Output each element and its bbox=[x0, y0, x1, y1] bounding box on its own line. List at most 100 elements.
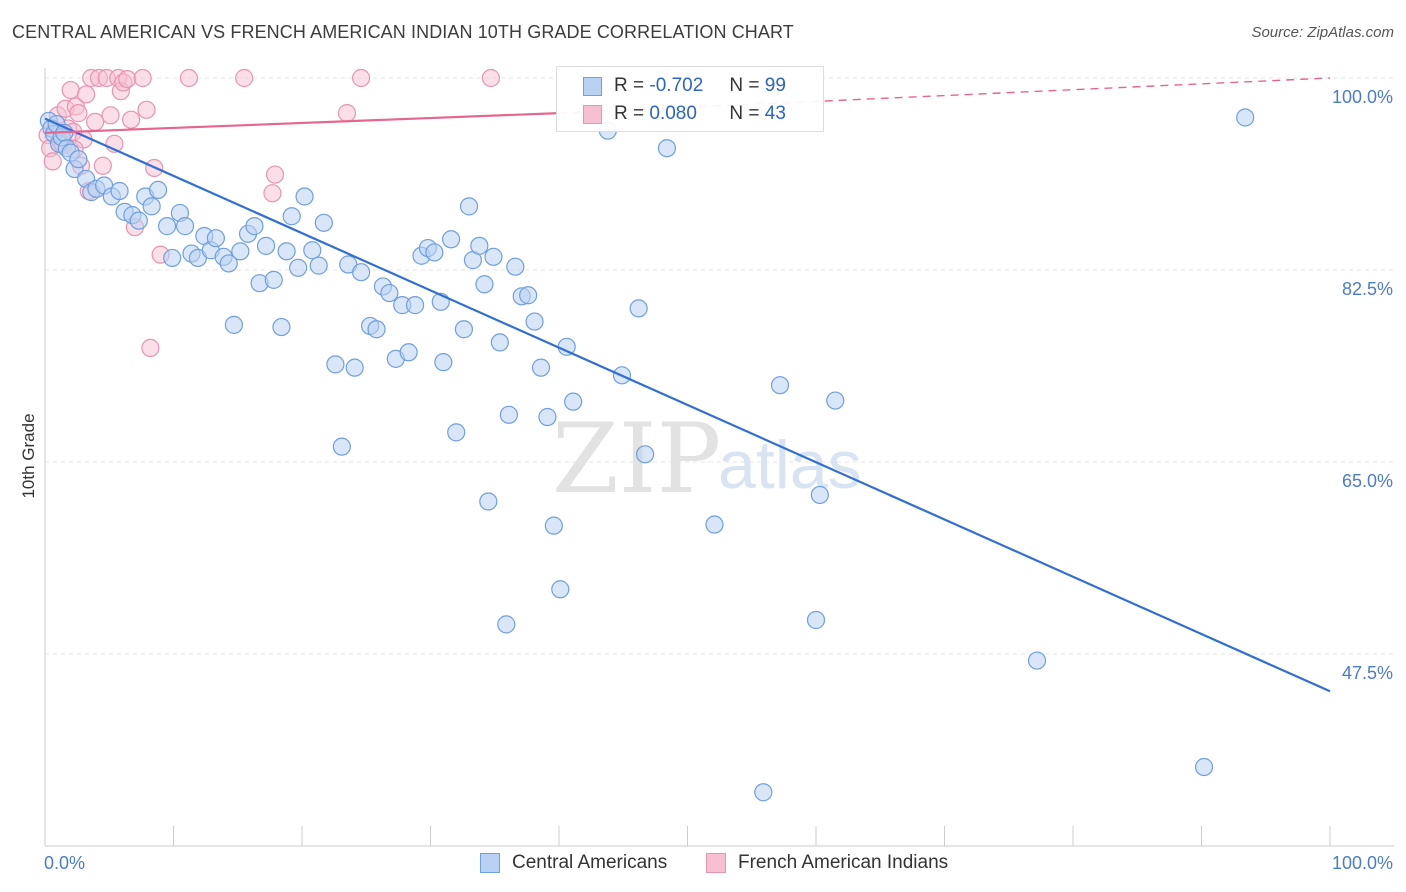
legend-row-french-american-indians: R = 0.080 N = 43 bbox=[583, 101, 786, 127]
data-point-central-americans bbox=[1027, 651, 1047, 670]
axes bbox=[44, 68, 1394, 847]
data-point-central-americans bbox=[635, 445, 655, 464]
trend-line-french-american-indians bbox=[44, 112, 560, 134]
data-point-central-americans bbox=[277, 242, 296, 261]
data-point-french-american-indians bbox=[101, 106, 120, 125]
data-point-central-americans bbox=[810, 485, 829, 505]
series-central-americans bbox=[39, 108, 1255, 802]
data-point-central-americans bbox=[272, 317, 291, 337]
legend-swatch-pink bbox=[583, 104, 602, 124]
data-point-central-americans bbox=[441, 230, 461, 249]
data-point-french-american-indians bbox=[263, 184, 282, 203]
data-point-french-american-indians bbox=[265, 165, 285, 184]
data-point-central-americans bbox=[157, 217, 177, 236]
x-tick-label: 0.0% bbox=[44, 853, 85, 873]
data-point-central-americans bbox=[282, 207, 301, 226]
data-point-central-americans bbox=[175, 217, 195, 236]
watermark-zip: ZIP bbox=[552, 403, 721, 515]
y-axis-label: 10th Grade bbox=[19, 413, 38, 498]
data-point-central-americans bbox=[224, 315, 243, 334]
data-point-central-americans bbox=[1236, 108, 1255, 127]
data-point-central-americans bbox=[470, 236, 489, 255]
data-point-central-americans bbox=[629, 299, 648, 318]
legend-n-value: 99 bbox=[764, 75, 786, 96]
data-point-central-americans bbox=[163, 248, 182, 268]
legend-swatch-blue bbox=[583, 76, 602, 96]
y-tick-labels: 47.5% 65.0% 82.5% 100.0% bbox=[1332, 87, 1393, 683]
data-point-central-americans bbox=[303, 241, 322, 260]
data-point-central-americans bbox=[447, 423, 466, 442]
data-point-central-americans bbox=[657, 139, 677, 158]
data-point-central-americans bbox=[256, 236, 276, 255]
data-point-central-americans bbox=[264, 270, 283, 289]
data-point-central-americans bbox=[69, 150, 88, 169]
x-tick-label: 100.0% bbox=[1332, 853, 1393, 873]
chart-title: CENTRAL AMERICAN VS FRENCH AMERICAN INDI… bbox=[12, 22, 794, 42]
data-point-central-americans bbox=[206, 229, 226, 248]
data-point-central-americans bbox=[564, 392, 583, 411]
legend-n-value: 43 bbox=[764, 103, 786, 124]
legend-swatch-pink bbox=[706, 853, 726, 873]
trend-lines bbox=[44, 77, 1331, 693]
data-point-central-americans bbox=[425, 243, 444, 262]
data-point-central-americans bbox=[479, 492, 498, 511]
data-point-central-americans bbox=[380, 283, 399, 303]
data-point-central-americans bbox=[826, 391, 845, 410]
source-label: Source: ZipAtlas.com bbox=[1251, 24, 1394, 41]
y-tick-label: 100.0% bbox=[1332, 87, 1393, 107]
data-point-central-americans bbox=[129, 211, 148, 230]
series-french-american-indians bbox=[38, 68, 500, 357]
data-point-french-american-indians bbox=[61, 80, 80, 100]
legend-row-central-americans: R = -0.702 N = 99 bbox=[583, 73, 786, 99]
data-point-central-americans bbox=[142, 197, 161, 216]
data-point-central-americans bbox=[405, 296, 425, 315]
data-point-french-american-indians bbox=[235, 68, 254, 88]
data-point-central-americans bbox=[806, 610, 826, 630]
data-point-central-americans bbox=[326, 355, 345, 374]
data-point-central-americans bbox=[551, 580, 570, 599]
watermark: ZIP atlas bbox=[552, 403, 862, 515]
data-point-french-american-indians bbox=[137, 100, 156, 119]
data-point-central-americans bbox=[475, 275, 494, 294]
data-point-french-american-indians bbox=[77, 85, 96, 104]
data-point-french-american-indians bbox=[481, 68, 500, 88]
stats-legend: R = -0.702 N = 99 R = 0.080 N = 43 bbox=[556, 66, 824, 132]
legend-r-label: R = bbox=[614, 75, 645, 96]
data-point-central-americans bbox=[544, 516, 563, 535]
data-point-central-americans bbox=[519, 286, 538, 305]
legend-item-central-americans[interactable]: Central Americans bbox=[480, 852, 667, 874]
data-point-central-americans bbox=[219, 254, 238, 273]
y-tick-label: 47.5% bbox=[1342, 663, 1393, 683]
data-point-central-americans bbox=[295, 187, 314, 206]
data-point-french-american-indians bbox=[43, 152, 62, 171]
data-point-central-americans bbox=[352, 263, 371, 282]
data-point-central-americans bbox=[289, 258, 308, 277]
data-point-french-american-indians bbox=[93, 156, 112, 175]
data-point-central-americans bbox=[245, 217, 264, 236]
data-point-central-americans bbox=[1194, 757, 1214, 777]
data-point-central-americans bbox=[367, 320, 386, 339]
data-point-french-american-indians bbox=[352, 68, 371, 88]
data-point-central-americans bbox=[490, 333, 509, 352]
legend-item-french-american-indians[interactable]: French American Indians bbox=[706, 852, 948, 874]
data-point-central-americans bbox=[454, 320, 474, 339]
data-point-central-americans bbox=[525, 312, 544, 331]
legend-n-label: N = bbox=[729, 103, 760, 124]
series-legend: Central Americans French American Indian… bbox=[0, 852, 1406, 878]
data-point-central-americans bbox=[434, 353, 453, 372]
data-point-central-americans bbox=[506, 257, 525, 276]
data-point-central-americans bbox=[754, 783, 773, 802]
data-point-central-americans bbox=[538, 407, 557, 427]
data-point-central-americans bbox=[110, 181, 129, 201]
data-point-central-americans bbox=[345, 358, 364, 377]
data-point-french-american-indians bbox=[141, 338, 160, 357]
x-tick-labels: 0.0% 100.0% bbox=[44, 853, 1393, 873]
legend-n-label: N = bbox=[729, 75, 760, 96]
data-point-central-americans bbox=[499, 405, 518, 424]
data-point-french-american-indians bbox=[179, 68, 199, 88]
data-point-central-americans bbox=[459, 197, 479, 216]
data-point-central-americans bbox=[314, 213, 333, 232]
legend-r-value: 0.080 bbox=[649, 103, 697, 124]
data-point-central-americans bbox=[399, 343, 418, 362]
